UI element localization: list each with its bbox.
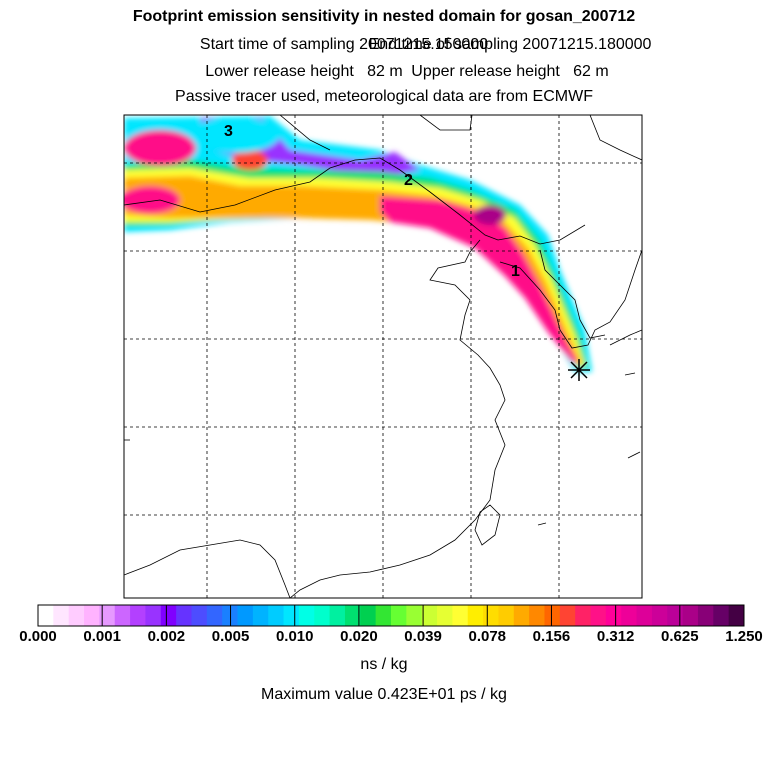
- map-frame: [123, 114, 643, 599]
- colorbar-tick-label: 0.020: [340, 628, 378, 645]
- graticule: [124, 115, 642, 598]
- coastlines: [124, 115, 642, 598]
- marker-3: 3: [224, 123, 233, 140]
- tracer-label: Passive tracer used, meteorological data…: [175, 88, 593, 105]
- colorbar-tick-label: 0.078: [468, 628, 507, 645]
- colorbar-unit: ns / kg: [360, 656, 408, 673]
- lower-release-label: Lower release height 82 m: [205, 63, 403, 80]
- colorbar-tick-label: 0.000: [19, 628, 57, 645]
- marker-1: 1: [511, 263, 520, 280]
- maximum-value-label: Maximum value 0.423E+01 ps / kg: [261, 686, 507, 703]
- colorbar-tick-label: 0.312: [596, 628, 635, 645]
- colorbar-tick-label: 0.002: [147, 628, 186, 645]
- colorbar-tick-label: 0.010: [275, 628, 314, 645]
- plot-title: Footprint emission sensitivity in nested…: [132, 8, 636, 25]
- plume-band-pink: [380, 196, 578, 362]
- colorbar-tick-label: 0.625: [661, 628, 699, 645]
- colorbar-tick-label: 1.250: [725, 628, 763, 645]
- colorbar-tick-label: 0.001: [83, 628, 121, 645]
- receptor-star-icon: [568, 359, 590, 381]
- end-time-label: End time of sampling 20071215.180000: [368, 36, 652, 53]
- start-time-label: Start time of sampling 20071215.150000: [199, 36, 489, 53]
- plume-patch-west-1: [124, 130, 196, 166]
- plume-patch-west-3: [232, 150, 268, 170]
- upper-release-label: Upper release height 62 m: [411, 63, 609, 80]
- colorbar-tick-label: 0.005: [211, 628, 250, 645]
- marker-2: 2: [404, 172, 413, 189]
- plume-patch-core: [474, 205, 506, 225]
- plume-patch-cyan: [190, 117, 280, 153]
- colorbar-tick-label: 0.156: [532, 628, 571, 645]
- footprint-map: 3 2 1: [123, 114, 643, 599]
- plume-patch-west-2: [124, 186, 180, 214]
- colorbar-tick-label: 0.039: [404, 628, 442, 645]
